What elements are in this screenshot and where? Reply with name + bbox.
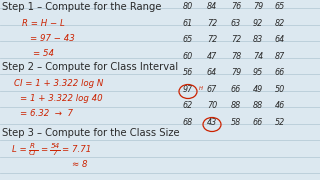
Text: 67: 67 xyxy=(207,84,217,93)
Text: Step 1 – Compute for the Range: Step 1 – Compute for the Range xyxy=(2,2,162,12)
Text: L =: L = xyxy=(12,145,27,154)
Text: Step 2 – Compute for Class Interval: Step 2 – Compute for Class Interval xyxy=(2,62,178,72)
Text: 54: 54 xyxy=(51,143,60,149)
Text: ≈ 8: ≈ 8 xyxy=(72,160,87,169)
Text: = 7.71: = 7.71 xyxy=(62,145,91,154)
Text: 47: 47 xyxy=(207,51,217,60)
Text: 7: 7 xyxy=(52,150,57,156)
Text: 56: 56 xyxy=(183,68,193,77)
Text: 46: 46 xyxy=(275,101,285,110)
Text: 68: 68 xyxy=(183,118,193,127)
Text: 61: 61 xyxy=(183,19,193,28)
Text: R = H − L: R = H − L xyxy=(22,19,65,28)
Text: Step 3 – Compute for the Class Size: Step 3 – Compute for the Class Size xyxy=(2,128,180,138)
Text: = 54: = 54 xyxy=(33,49,54,58)
Text: = 97 − 43: = 97 − 43 xyxy=(30,34,75,43)
Text: 66: 66 xyxy=(253,118,263,127)
Text: 63: 63 xyxy=(231,19,241,28)
Text: 74: 74 xyxy=(253,51,263,60)
Text: 70: 70 xyxy=(207,101,217,110)
Text: 58: 58 xyxy=(231,118,241,127)
Text: 66: 66 xyxy=(275,68,285,77)
Text: 64: 64 xyxy=(275,35,285,44)
Text: 62: 62 xyxy=(183,101,193,110)
Text: 72: 72 xyxy=(231,35,241,44)
Text: 43: 43 xyxy=(207,118,217,127)
Text: 78: 78 xyxy=(231,51,241,60)
Text: 95: 95 xyxy=(253,68,263,77)
Text: 88: 88 xyxy=(231,101,241,110)
Text: CI: CI xyxy=(29,150,36,156)
Text: 84: 84 xyxy=(207,2,217,11)
Text: = 1 + 3.322 log 40: = 1 + 3.322 log 40 xyxy=(20,94,103,103)
Text: 72: 72 xyxy=(207,35,217,44)
Text: 92: 92 xyxy=(253,19,263,28)
Text: 65: 65 xyxy=(183,35,193,44)
Text: 80: 80 xyxy=(183,2,193,11)
Text: 88: 88 xyxy=(253,101,263,110)
Text: R: R xyxy=(30,143,35,149)
Text: 79: 79 xyxy=(253,2,263,11)
Text: 82: 82 xyxy=(275,19,285,28)
Text: 72: 72 xyxy=(207,19,217,28)
Text: 65: 65 xyxy=(275,2,285,11)
Text: 50: 50 xyxy=(275,84,285,93)
Text: = 6.32  →  7: = 6.32 → 7 xyxy=(20,109,73,118)
Text: 64: 64 xyxy=(207,68,217,77)
Text: 79: 79 xyxy=(231,68,241,77)
Text: H: H xyxy=(199,86,203,91)
Text: 97: 97 xyxy=(183,84,193,93)
Text: 60: 60 xyxy=(183,51,193,60)
Text: 83: 83 xyxy=(253,35,263,44)
Text: 66: 66 xyxy=(231,84,241,93)
Text: 52: 52 xyxy=(275,118,285,127)
Text: CI = 1 + 3.322 log N: CI = 1 + 3.322 log N xyxy=(14,79,103,88)
Text: 87: 87 xyxy=(275,51,285,60)
Text: 76: 76 xyxy=(231,2,241,11)
Text: 49: 49 xyxy=(253,84,263,93)
Text: =: = xyxy=(40,145,47,154)
